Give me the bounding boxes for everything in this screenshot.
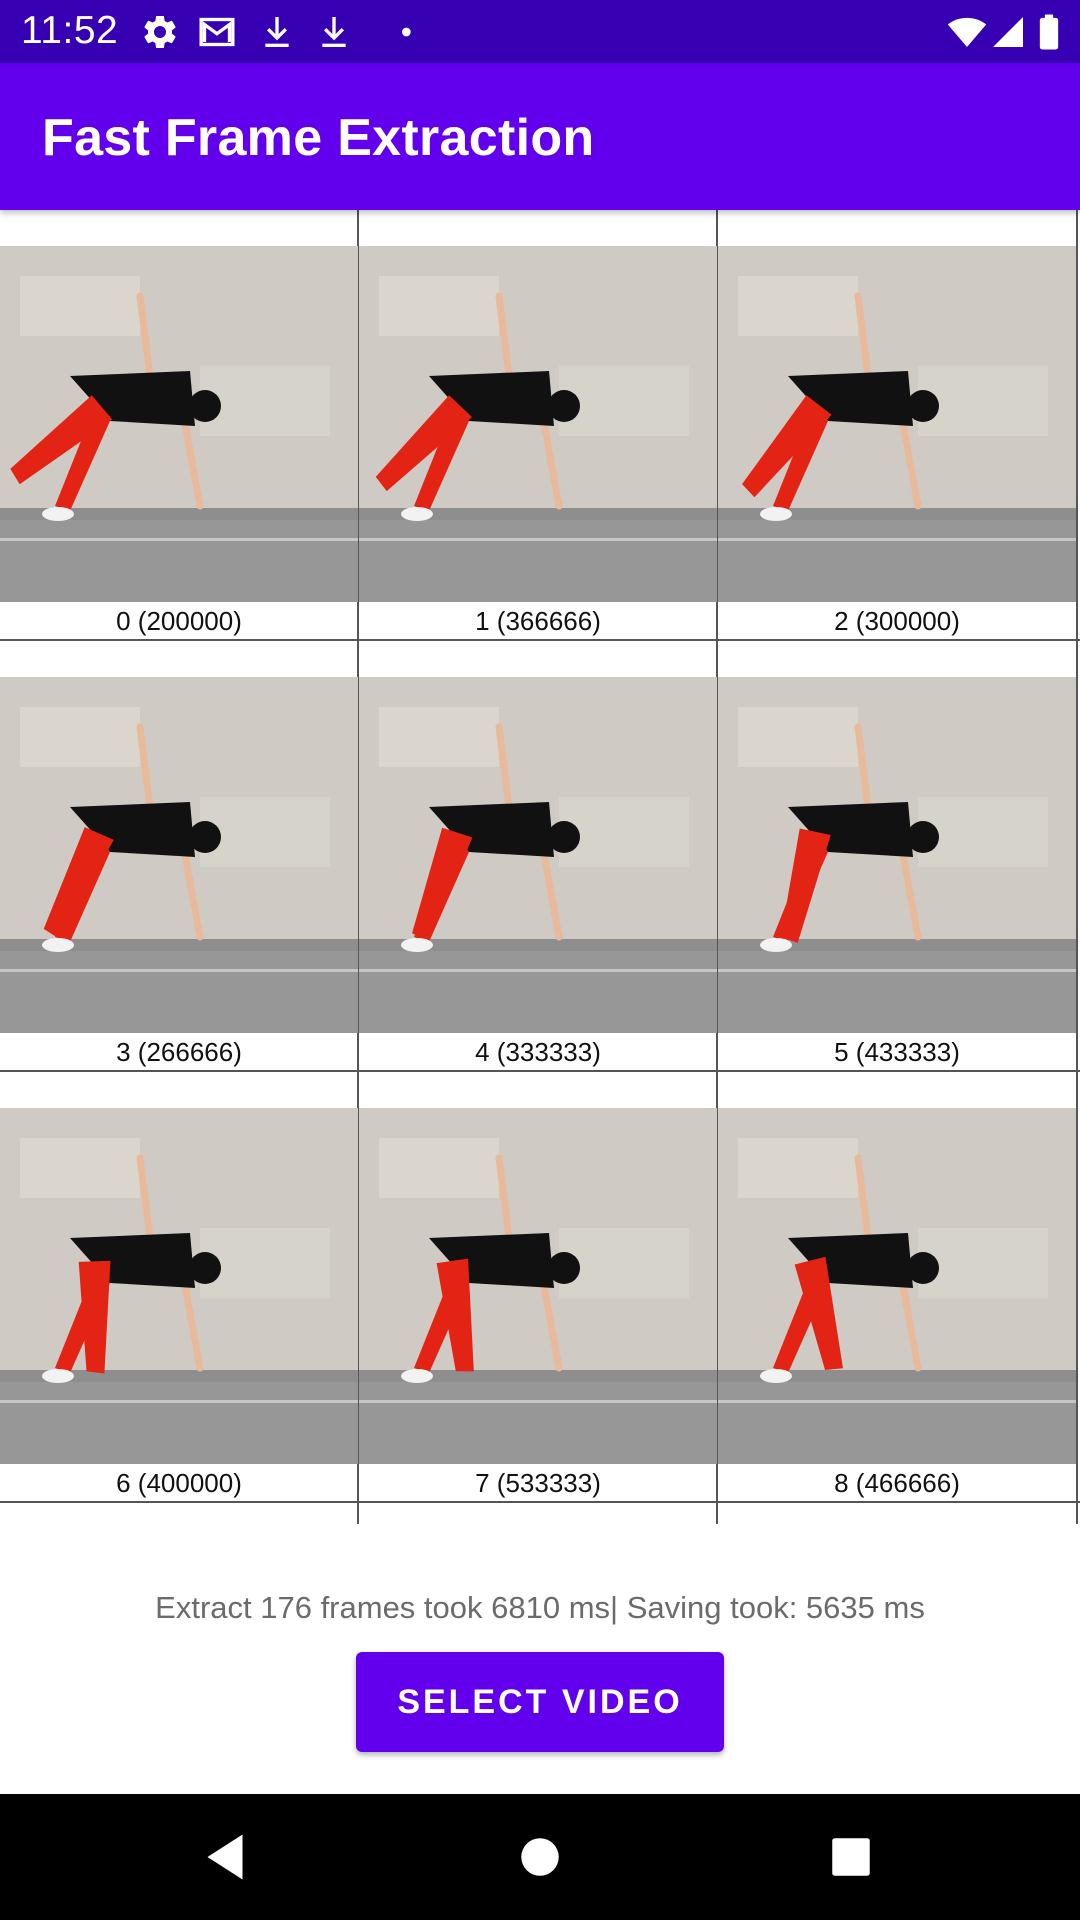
download-icon [265,17,289,47]
gmail-icon [199,17,235,47]
navigation-bar [0,1794,1080,1920]
frame-thumbnail [718,1108,1076,1464]
frame-cell[interactable]: 3 (266666) [0,641,358,1072]
frame-cell[interactable]: 7 (533333) [359,1072,717,1503]
recents-icon[interactable] [821,1827,881,1887]
extraction-stats: Extract 176 frames took 6810 ms| Saving … [155,1590,925,1625]
frame-thumbnail [0,246,358,602]
app-title: Fast Frame Extraction [42,109,595,167]
frame-label: 7 (533333) [475,1468,601,1498]
grid-divider [357,210,359,1524]
wifi-icon [947,17,987,47]
frame-label: 3 (266666) [116,1037,242,1067]
battery-icon [1039,14,1059,50]
frame-thumbnail [359,1108,717,1464]
frame-label: 4 (333333) [475,1037,601,1067]
download-icon [322,17,346,47]
signal-icon [993,17,1023,47]
frame-label: 2 (300000) [834,606,960,636]
frame-cell[interactable]: 8 (466666) [718,1072,1076,1503]
frame-thumbnail [0,677,358,1033]
frame-label: 0 (200000) [116,606,242,636]
gear-icon [144,15,176,48]
back-icon[interactable] [195,1827,255,1887]
frame-label: 8 (466666) [834,1468,960,1498]
frame-cell[interactable]: 4 (333333) [359,641,717,1072]
frame-thumbnail [0,1108,358,1464]
frame-cell[interactable]: 1 (366666) [359,210,717,641]
frame-thumbnail [359,246,717,602]
grid-divider [0,1501,1080,1503]
grid-divider [0,639,1080,641]
app-bar: Fast Frame Extraction [0,63,1080,210]
frame-label: 6 (400000) [116,1468,242,1498]
status-time: 11:52 [21,9,119,52]
frame-label: 1 (366666) [475,606,601,636]
frame-cell[interactable]: 0 (200000) [0,210,358,641]
frames-grid[interactable]: 0 (200000) 1 (366666) 2 (300000) 3 (266666)… [0,210,1080,1524]
grid-divider [0,1070,1080,1072]
grid-divider [1076,210,1078,1524]
frame-cell[interactable]: 2 (300000) [718,210,1076,641]
select-video-button[interactable]: SELECT VIDEO [356,1652,724,1752]
frame-label: 5 (433333) [834,1037,960,1067]
frame-cell[interactable]: 6 (400000) [0,1072,358,1503]
frame-thumbnail [718,677,1076,1033]
frame-thumbnail [718,246,1076,602]
frame-cell[interactable]: 5 (433333) [718,641,1076,1072]
grid-divider [716,210,718,1524]
status-bar: 11:52 [0,0,1080,63]
frame-thumbnail [359,677,717,1033]
home-icon[interactable] [510,1827,570,1887]
dot-icon [402,27,411,37]
